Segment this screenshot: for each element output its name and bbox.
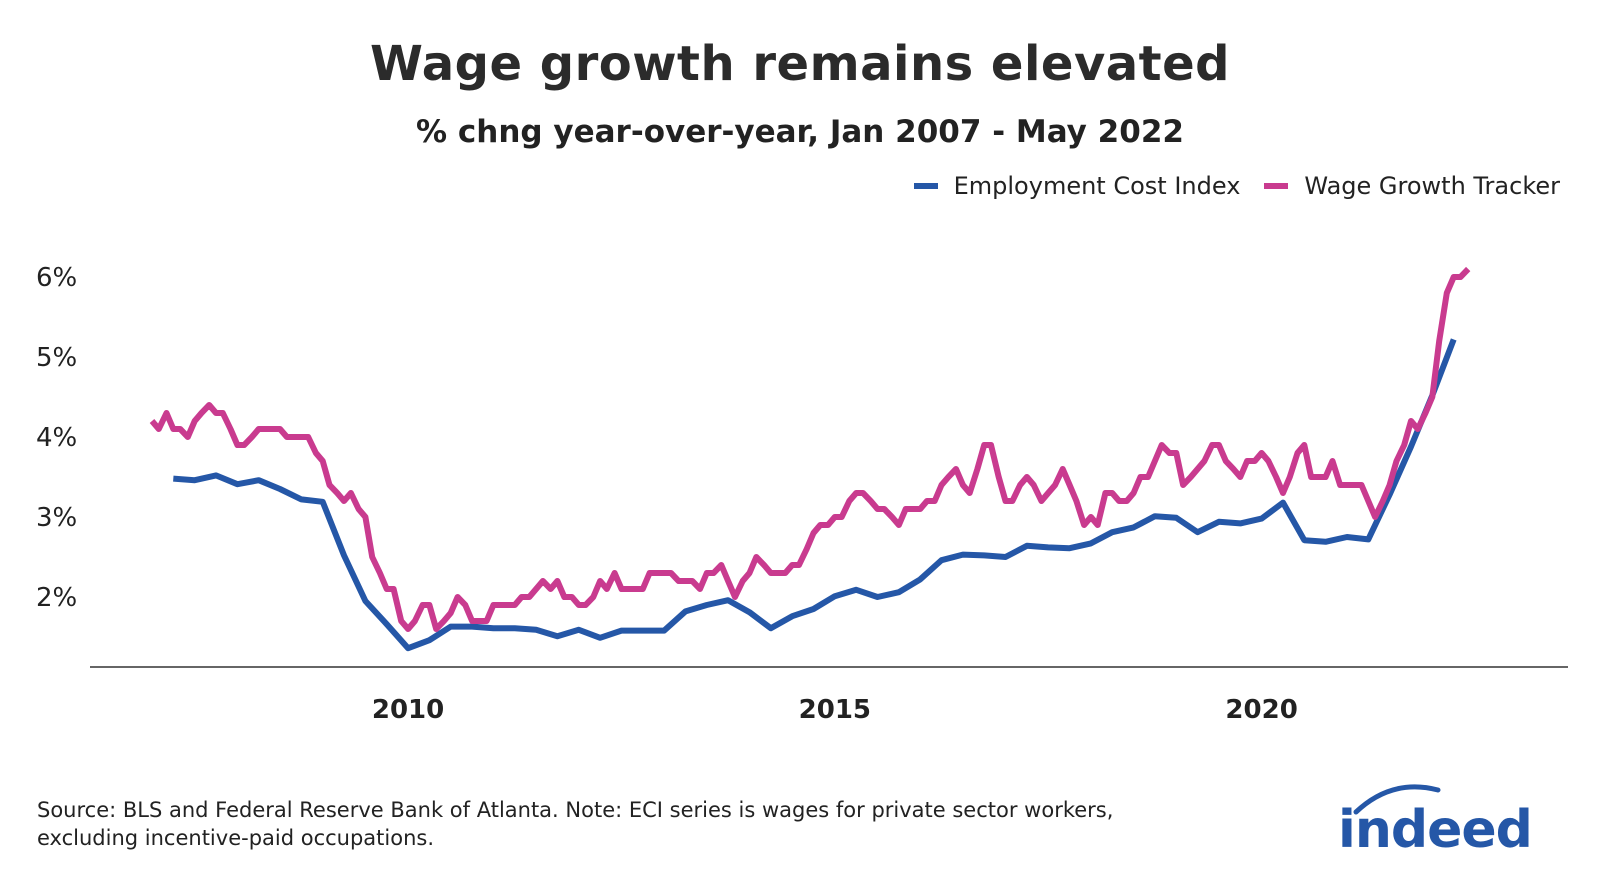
y-tick-label: 3%: [36, 503, 77, 533]
source-note: Source: BLS and Federal Reserve Bank of …: [37, 796, 1257, 852]
legend-item-wgt: Wage Growth Tracker: [1264, 172, 1560, 200]
chart-legend: Employment Cost Index Wage Growth Tracke…: [890, 172, 1560, 200]
series-line-employment-cost-index: [173, 338, 1457, 652]
legend-label-eci: Employment Cost Index: [953, 172, 1241, 200]
chart-title: Wage growth remains elevated: [369, 36, 1231, 92]
legend-swatch-eci: [913, 183, 938, 189]
indeed-logo-text: indeed: [1338, 800, 1533, 860]
y-axis-labels: 2% 3% 4% 5% 6%: [36, 263, 77, 613]
legend-swatch-wgt: [1264, 183, 1289, 189]
indeed-logo: indeed: [1338, 770, 1538, 860]
series-line-wage-growth-tracker: [149, 266, 1471, 632]
y-tick-label: 2%: [36, 583, 77, 613]
legend-label-wgt: Wage Growth Tracker: [1304, 172, 1560, 200]
x-tick-label: 2020: [1225, 695, 1297, 725]
series-lines: [149, 266, 1471, 652]
x-axis-labels: 2010 2015 2020: [372, 695, 1298, 725]
y-tick-label: 5%: [36, 343, 77, 373]
source-note-line-2: excluding incentive-paid occupations.: [37, 826, 435, 850]
x-tick-label: 2015: [799, 695, 871, 725]
y-tick-label: 4%: [36, 423, 77, 453]
legend-item-eci: Employment Cost Index: [913, 172, 1241, 200]
x-tick-label: 2010: [372, 695, 444, 725]
y-tick-label: 6%: [36, 263, 77, 293]
source-note-line-1: Source: BLS and Federal Reserve Bank of …: [37, 798, 1114, 822]
chart-subtitle: % chng year-over-year, Jan 2007 - May 20…: [416, 114, 1184, 150]
indeed-logo-arc-icon: [1353, 784, 1441, 815]
